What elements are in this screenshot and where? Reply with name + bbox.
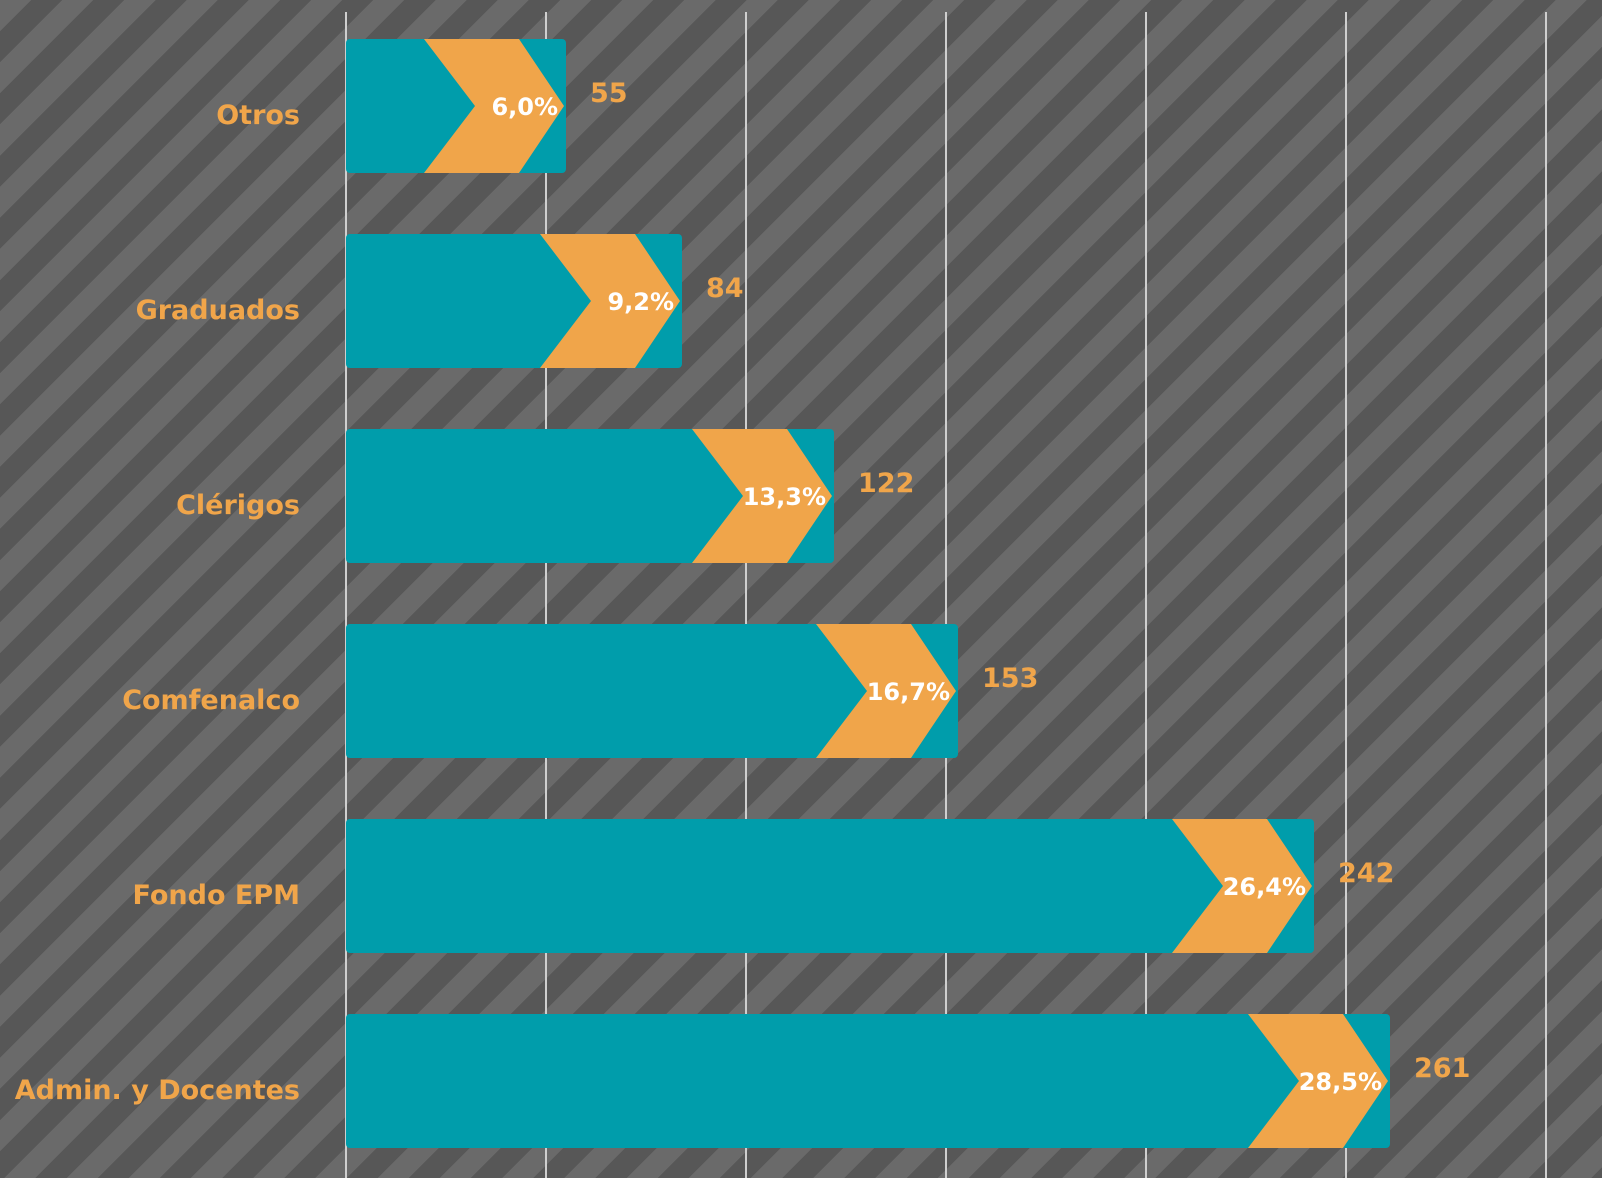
bar-row: 16,7% 153 Comfenalco (122, 624, 1038, 758)
percent-label: 28,5% (1299, 1068, 1382, 1096)
percent-label: 26,4% (1223, 873, 1306, 901)
category-label: Clérigos (176, 490, 300, 521)
category-label: Comfenalco (122, 685, 300, 716)
category-label: Otros (216, 100, 300, 131)
bar-row: 6,0% 55 Otros (216, 39, 628, 173)
bar-chevron (1172, 819, 1312, 953)
bar-row: 28,5% 261 Admin. y Docentes (15, 1014, 1470, 1148)
bar-row: 13,3% 122 Clérigos (176, 429, 914, 563)
value-label: 122 (858, 468, 914, 499)
value-label: 84 (706, 273, 744, 304)
value-label: 153 (982, 663, 1038, 694)
bar-row: 9,2% 84 Graduados (136, 234, 744, 368)
bar (346, 819, 1314, 953)
category-label: Admin. y Docentes (15, 1075, 300, 1106)
bar (346, 624, 958, 758)
bar (346, 1014, 1390, 1148)
bar-chevron (540, 234, 680, 368)
bar-chevron (1248, 1014, 1388, 1148)
bar-chevron (816, 624, 956, 758)
bar (346, 429, 834, 563)
bar-chevron (424, 39, 564, 173)
percent-label: 13,3% (743, 483, 826, 511)
bars-group: 6,0% 55 Otros 9,2% 84 Graduados 13,3% 122 Clérig… (15, 39, 1470, 1148)
percent-label: 6,0% (491, 93, 558, 121)
category-label: Graduados (136, 295, 300, 326)
bar-row: 26,4% 242 Fondo EPM (133, 819, 1394, 953)
category-label: Fondo EPM (133, 880, 301, 911)
value-label: 242 (1338, 858, 1394, 889)
percent-label: 9,2% (607, 288, 674, 316)
gridlines (345, 12, 1547, 1178)
bar-chevron (692, 429, 832, 563)
value-label: 55 (590, 78, 628, 109)
value-label: 261 (1414, 1053, 1470, 1084)
percent-label: 16,7% (867, 678, 950, 706)
